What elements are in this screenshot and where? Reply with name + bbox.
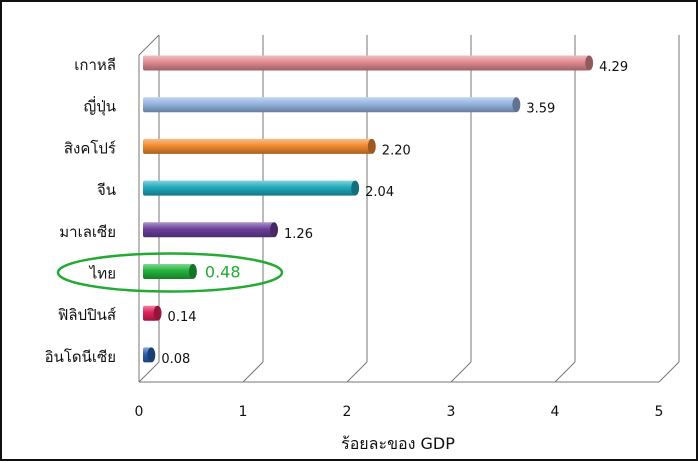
highlight-ellipse — [56, 252, 284, 293]
bar — [143, 222, 275, 238]
x-axis-label: ร้อยละของ GDP — [341, 434, 455, 453]
data-label: 4.29 — [599, 60, 628, 75]
left-wall-top — [138, 34, 160, 56]
x-tick-labels: 0 1 2 3 4 5 — [135, 404, 664, 420]
category-label: อินโดนีเซีย — [45, 348, 116, 366]
bar-cap — [188, 264, 197, 279]
bar — [143, 138, 372, 154]
data-label: 0.14 — [168, 310, 197, 325]
bar — [143, 264, 193, 279]
x-tick-label: 1 — [239, 404, 248, 420]
grid-lines — [138, 34, 680, 383]
data-label: 0.48 — [205, 263, 241, 282]
category-label: ญี่ปุ่น — [83, 96, 116, 117]
category-label: จีน — [97, 181, 116, 199]
bar-cap — [153, 305, 162, 321]
data-label: 2.04 — [365, 185, 394, 200]
grid-line-floor — [658, 361, 680, 383]
data-label: 3.59 — [526, 102, 555, 117]
x-tick-label: 2 — [343, 404, 352, 420]
x-tick-label: 3 — [447, 404, 456, 420]
bar-cap — [270, 222, 279, 238]
grid-line-floor — [138, 361, 160, 383]
bar — [143, 180, 356, 196]
category-label: ไทย — [89, 265, 116, 283]
grid-line-floor — [554, 361, 576, 383]
grid-line-floor — [242, 361, 264, 383]
bar — [143, 305, 158, 321]
x-tick-label: 5 — [655, 404, 664, 420]
bar — [143, 55, 590, 71]
category-labels: เกาหลีญี่ปุ่นสิงคโปร์จีนมาเลเซียไทยฟิลิป… — [45, 56, 116, 366]
bar-cap — [512, 97, 521, 113]
category-label: มาเลเซีย — [59, 223, 116, 241]
x-tick-label: 4 — [551, 404, 560, 420]
bar-cap — [367, 138, 376, 154]
data-label: 0.08 — [161, 352, 190, 367]
data-label: 2.20 — [382, 143, 411, 158]
grid-line-floor — [450, 361, 472, 383]
category-label: ฟิลิปปินส์ — [58, 306, 116, 324]
bar-cap — [585, 55, 594, 71]
bar — [143, 97, 517, 113]
x-tick-label: 0 — [135, 404, 144, 420]
category-label: เกาหลี — [74, 56, 116, 74]
bar-cap — [351, 180, 360, 196]
bar-cap — [147, 347, 156, 363]
category-label: สิงคโปร์ — [64, 139, 116, 157]
grid-line-floor — [346, 361, 368, 383]
bars: 4.29 3.59 2.20 2.04 1.26 0.48 0.14 0.08 — [56, 55, 628, 367]
data-label: 1.26 — [284, 227, 313, 242]
